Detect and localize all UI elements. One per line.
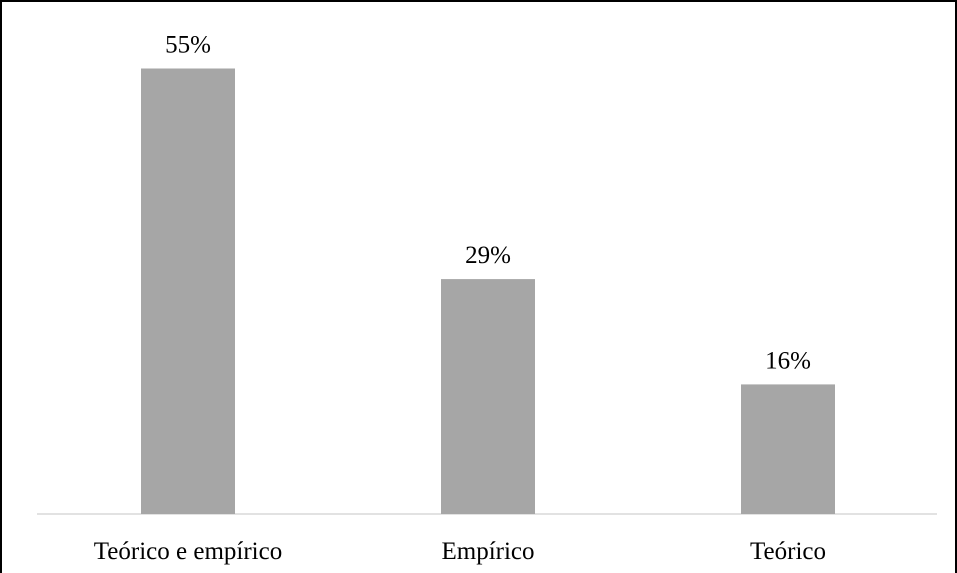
category-label-2: Empírico: [441, 538, 534, 565]
data-label-2: 29%: [465, 242, 511, 269]
bar-2: [441, 279, 535, 514]
category-label-3: Teórico: [750, 538, 826, 565]
category-label-1: Teórico e empírico: [94, 538, 282, 565]
data-label-1: 55%: [165, 32, 211, 59]
top-border: [0, 0, 957, 2]
bar-1: [141, 68, 235, 514]
bar-3: [741, 384, 835, 514]
data-label-3: 16%: [765, 347, 811, 374]
